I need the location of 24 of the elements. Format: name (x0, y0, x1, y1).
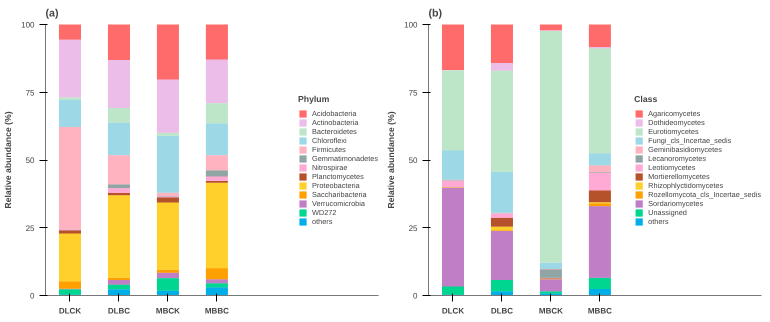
y-tick-label: 75 (26, 88, 36, 98)
y-axis-title: Relative abundance (%) (386, 111, 396, 209)
legend-title: Phylum (298, 94, 330, 104)
chart-title: (b) (428, 8, 443, 20)
y-tick-label: 50 (26, 156, 36, 165)
y-tick-label: 0 (413, 292, 418, 300)
x-tick-label: MBBC (588, 306, 612, 316)
x-tick-label: DLCK (58, 306, 82, 316)
y-tick-label: 100 (21, 20, 36, 30)
x-tick-label: MBCK (156, 306, 180, 316)
y-tick-label: 0 (30, 292, 36, 300)
y-tick-label: 25 (408, 224, 418, 233)
y-axis-title: Relative abundance (%) (3, 111, 14, 209)
chart-title: (a) (46, 8, 59, 20)
x-tick-label: MBCK (538, 306, 564, 316)
y-tick-label: 25 (26, 224, 36, 233)
x-tick-label: MBBC (204, 306, 230, 316)
x-tick-label: DLCK (442, 306, 464, 316)
legend-title: Class (634, 94, 658, 104)
x-tick-label: DLBC (108, 306, 130, 316)
y-tick-label: 100 (404, 20, 418, 30)
y-tick-label: 50 (408, 156, 418, 165)
x-tick-label: DLBC (490, 306, 514, 316)
y-tick-label: 75 (408, 88, 418, 98)
